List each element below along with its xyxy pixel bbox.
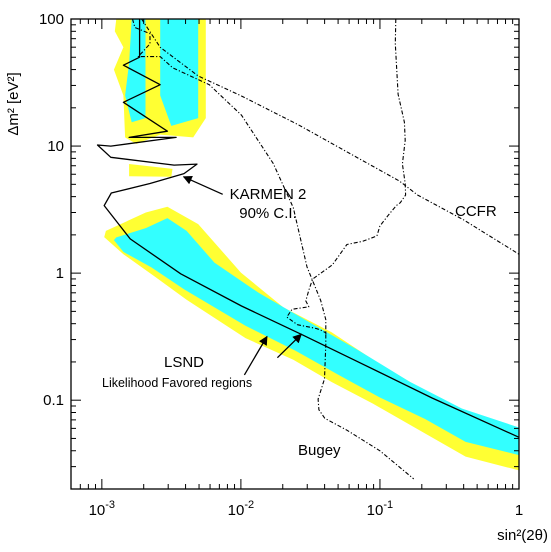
karmen-label-line2: 90% C.I. xyxy=(239,205,297,222)
x-tick-label: 10-2 xyxy=(228,499,254,519)
curve-karmen-2-90-c-i--0 xyxy=(96,19,519,438)
region-inner-1 xyxy=(113,218,519,456)
y-tick-label: 100 xyxy=(39,11,64,28)
curve-bugey-3 xyxy=(286,19,407,337)
exclusion-curves xyxy=(96,19,519,480)
curve-ccfr-1 xyxy=(141,19,519,255)
region-outer-5 xyxy=(129,164,173,177)
lsnd-label-arrow xyxy=(276,333,302,359)
karmen-label-line1: KARMEN 2 xyxy=(230,186,307,203)
y-tick-label: 1 xyxy=(56,265,64,282)
x-tick-label: 1 xyxy=(515,502,523,519)
region-inner-3 xyxy=(125,19,146,123)
x-axis-title: sin²(2θ) xyxy=(497,527,548,544)
tick-labels: 10-3 10-2 10-1 1 0.1 1 10 100 xyxy=(39,11,523,519)
y-tick-label: 0.1 xyxy=(43,392,64,409)
karmen-label-arrow xyxy=(182,175,223,195)
y-tick-label: 10 xyxy=(47,138,64,155)
annotation-arrows xyxy=(182,175,302,376)
region-inner-4 xyxy=(160,19,199,126)
lsnd-label: LSND xyxy=(164,354,204,371)
curve-bugey-2 xyxy=(131,19,415,480)
lsnd-regions xyxy=(104,19,519,471)
lsnd-label-arrow xyxy=(243,335,268,376)
x-tick-label: 10-3 xyxy=(89,499,115,519)
plot-frame xyxy=(70,18,520,490)
y-axis-title: Δm² [eV²] xyxy=(5,72,22,135)
lsnd-sublabel: Likelihood Favored regions xyxy=(102,376,252,390)
ccfr-label: CCFR xyxy=(455,203,497,220)
bugey-label: Bugey xyxy=(298,442,341,459)
x-tick-label: 10-1 xyxy=(367,499,393,519)
